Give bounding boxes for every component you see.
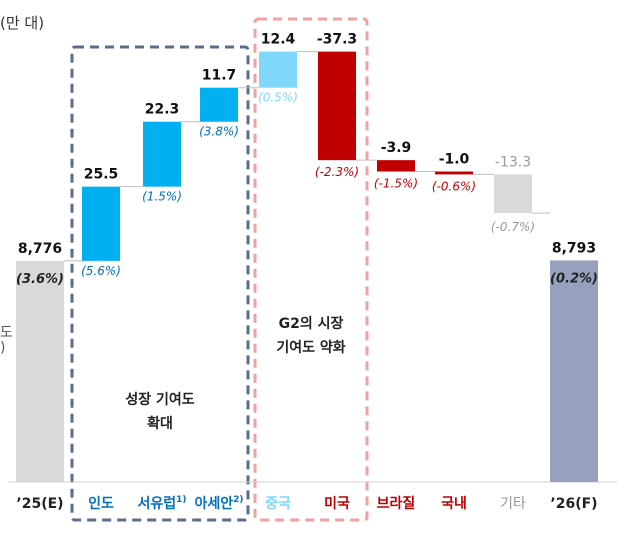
percent-label: (-0.6%) xyxy=(432,179,476,193)
value-label: -13.3 xyxy=(495,154,531,170)
percent-label: (3.8%) xyxy=(199,125,239,139)
value-label: -3.9 xyxy=(381,140,412,156)
edge-glyph-2: ) xyxy=(0,340,6,356)
bar-9 xyxy=(494,174,532,214)
group-box-g2 xyxy=(253,17,369,522)
value-label: 8,793 xyxy=(552,240,596,256)
percent-label: (1.5%) xyxy=(142,190,182,204)
value-label: 12.4 xyxy=(261,32,296,48)
bar-4 xyxy=(200,87,238,122)
bar-7 xyxy=(377,160,415,172)
category-label: 서유럽1) xyxy=(137,495,186,512)
bar-8 xyxy=(435,171,473,175)
bar-6 xyxy=(318,51,356,161)
percent-label: (3.6%) xyxy=(16,272,64,287)
category-label: ’25(E) xyxy=(16,496,63,512)
group-annotation-line: 기여도 약화 xyxy=(276,339,345,356)
percent-label: (5.6%) xyxy=(81,264,121,278)
bar-1 xyxy=(16,260,64,482)
bar-3 xyxy=(143,121,181,187)
category-label: 중국 xyxy=(265,496,291,512)
group-annotation-line: 성장 기여도 xyxy=(125,391,194,408)
category-label: 인도 xyxy=(88,495,114,512)
category-label: 미국 xyxy=(324,496,350,512)
value-label: 11.7 xyxy=(202,68,237,84)
edge-glyph-1: 도 xyxy=(0,325,13,341)
category-label: 아세안2) xyxy=(194,495,243,512)
group-annotation-line: 확대 xyxy=(147,415,173,432)
bar-2 xyxy=(82,186,120,261)
percent-label: (0.5%) xyxy=(258,91,298,105)
percent-label: (-1.5%) xyxy=(374,177,418,191)
value-label: 8,776 xyxy=(18,241,62,257)
group-box-growth xyxy=(70,45,250,522)
category-label: ’26(F) xyxy=(550,496,597,512)
category-label: 국내 xyxy=(441,496,467,512)
bar-10 xyxy=(550,260,598,482)
unit-label: (만 대) xyxy=(0,14,45,32)
value-label: -37.3 xyxy=(317,32,357,48)
category-label: 브라질 xyxy=(377,496,416,512)
category-label: 기타 xyxy=(500,496,526,512)
percent-label: (-0.7%) xyxy=(491,220,535,234)
percent-label: (0.2%) xyxy=(550,271,598,286)
group-annotation-line: G2의 시장 xyxy=(279,315,344,332)
value-label: 25.5 xyxy=(84,167,119,183)
value-label: 22.3 xyxy=(145,102,180,118)
percent-label: (-2.3%) xyxy=(315,165,359,179)
bar-5 xyxy=(259,51,297,88)
value-label: -1.0 xyxy=(439,152,470,168)
